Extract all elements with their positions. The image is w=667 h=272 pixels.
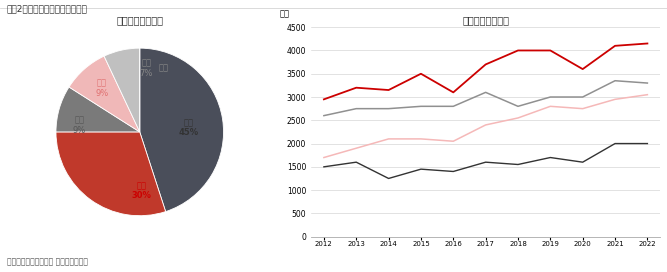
- Wedge shape: [56, 132, 165, 216]
- Text: 东北
45%: 东北 45%: [178, 118, 198, 137]
- Text: 华北
30%: 华北 30%: [131, 181, 151, 200]
- Title: 中国玉米产量分布: 中国玉米产量分布: [116, 15, 163, 25]
- Title: 东北玉米产量趋势: 东北玉米产量趋势: [462, 15, 509, 25]
- Wedge shape: [56, 87, 140, 132]
- Text: 万吨: 万吨: [279, 10, 289, 19]
- Text: 西北
9%: 西北 9%: [73, 116, 86, 135]
- Text: 资料来源：国家统计局 中信期货研究所: 资料来源：国家统计局 中信期货研究所: [7, 258, 87, 267]
- Text: 西南
9%: 西南 9%: [95, 79, 109, 98]
- Text: 平南: 平南: [158, 64, 168, 73]
- Text: 华南
7%: 华南 7%: [140, 58, 153, 78]
- Wedge shape: [104, 48, 140, 132]
- Text: 图表2：中国玉米产量分布和趋势: 图表2：中国玉米产量分布和趋势: [7, 4, 87, 13]
- Wedge shape: [69, 56, 140, 132]
- Wedge shape: [140, 48, 223, 212]
